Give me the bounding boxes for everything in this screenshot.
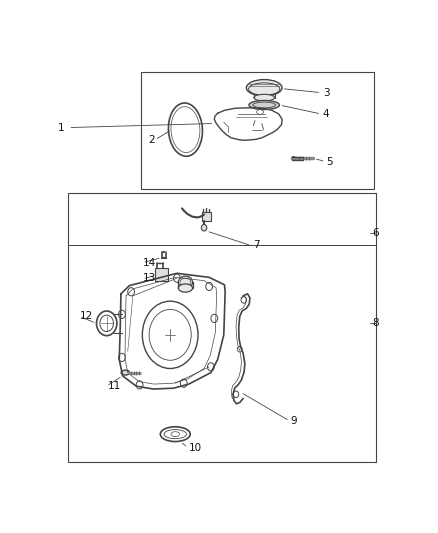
Circle shape: [201, 224, 207, 231]
Text: 14: 14: [143, 257, 156, 268]
Ellipse shape: [178, 276, 193, 288]
Bar: [141, 72, 374, 189]
Text: 10: 10: [189, 443, 202, 453]
Ellipse shape: [249, 101, 279, 109]
Text: 1: 1: [58, 123, 65, 133]
Text: 13: 13: [143, 273, 156, 283]
Text: 8: 8: [372, 318, 379, 327]
Ellipse shape: [246, 79, 282, 96]
Ellipse shape: [121, 370, 130, 375]
Text: 7: 7: [253, 240, 260, 251]
Bar: [155, 268, 169, 281]
Ellipse shape: [254, 94, 275, 101]
Text: 9: 9: [291, 416, 297, 426]
Bar: [68, 193, 375, 462]
Text: 2: 2: [148, 135, 155, 145]
Text: 12: 12: [80, 311, 93, 321]
Text: 4: 4: [323, 109, 329, 119]
Bar: [202, 212, 211, 221]
Text: 6: 6: [372, 228, 379, 238]
Text: 11: 11: [107, 381, 120, 391]
Text: 5: 5: [326, 157, 333, 167]
Text: 3: 3: [323, 88, 329, 98]
Ellipse shape: [178, 284, 193, 292]
